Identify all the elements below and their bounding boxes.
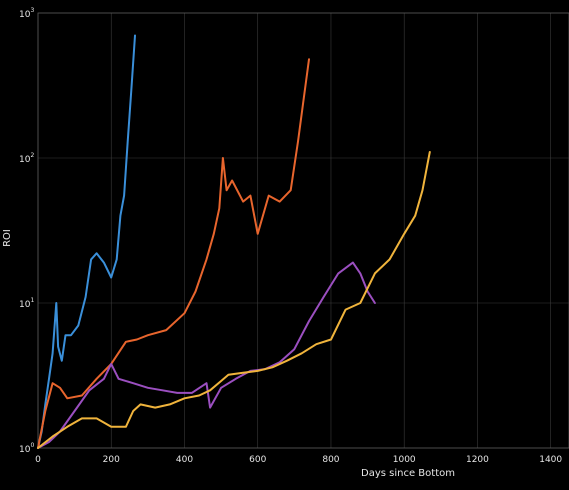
series-line-4 [37,151,431,449]
y-tick-base: 10 [19,300,31,310]
y-tick-base: 10 [19,155,31,165]
x-tick-label: 1400 [539,455,562,465]
x-tick-label: 1200 [466,455,489,465]
x-axis-label: Days since Bottom [361,468,455,479]
x-tick-label: 600 [249,455,266,465]
y-tick-label: 100 [19,442,34,455]
x-tick-label: 400 [176,455,193,465]
series-line-2 [37,58,310,449]
x-tick-label: 200 [103,455,120,465]
series-line-3 [37,261,376,449]
y-tick-label: 101 [19,297,34,310]
series-line-1 [37,34,136,449]
series-layer [37,34,431,449]
y-tick-exponent: 1 [30,297,34,304]
y-tick-exponent: 3 [30,7,34,14]
y-tick-exponent: 0 [30,442,34,449]
x-tick-label: 1000 [393,455,416,465]
y-axis-label: ROI [2,229,13,247]
y-tick-label: 102 [19,152,34,165]
x-tick-label: 0 [35,455,41,465]
plot-frame [37,12,569,449]
x-tick-label: 800 [322,455,339,465]
y-tick-exponent: 2 [30,152,34,159]
y-tick-base: 10 [19,10,31,20]
y-tick-label: 103 [19,7,34,20]
y-tick-base: 10 [19,445,31,455]
